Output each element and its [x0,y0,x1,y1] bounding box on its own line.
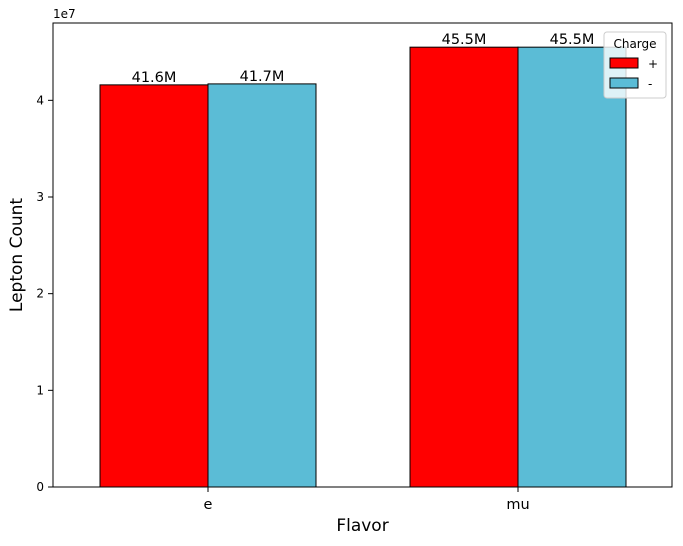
x-axis-label: Flavor [336,516,388,536]
legend-label: - [648,77,652,91]
y-tick-label: 4 [36,93,44,107]
y-tick-label: 2 [36,287,44,301]
legend-swatch-plus [609,57,639,69]
plot-area-frame [52,22,673,488]
bar-value-label: 45.5M [550,32,595,48]
legend-swatch-minus [609,77,639,89]
bar-value-label: 41.6M [132,70,177,86]
bar-value-label: 41.7M [240,69,285,85]
y-tick-label: 1 [36,383,44,397]
bar-e-plus [99,84,209,488]
legend-label: + [648,57,658,71]
bar-mu-minus [517,46,627,488]
y-axis: 0 1 2 3 4 [36,93,53,494]
y-tick-label: 0 [36,480,44,494]
x-axis: e mu [204,487,530,513]
bar-value-label: 45.5M [442,32,487,48]
bar-labels-group: 41.6M 41.7M 45.5M 45.5M [132,32,595,86]
y-axis-offset-label: 1e7 [53,7,76,21]
x-tick-label: e [204,497,213,513]
x-tick-label: mu [506,497,529,513]
bar-mu-plus [409,46,519,488]
legend: Charge + - [603,31,667,99]
legend-title: Charge [613,37,656,51]
bars-group [99,46,627,488]
y-axis-label: Lepton Count [7,198,27,312]
y-tick-label: 3 [36,190,44,204]
bar-e-minus [207,83,317,488]
